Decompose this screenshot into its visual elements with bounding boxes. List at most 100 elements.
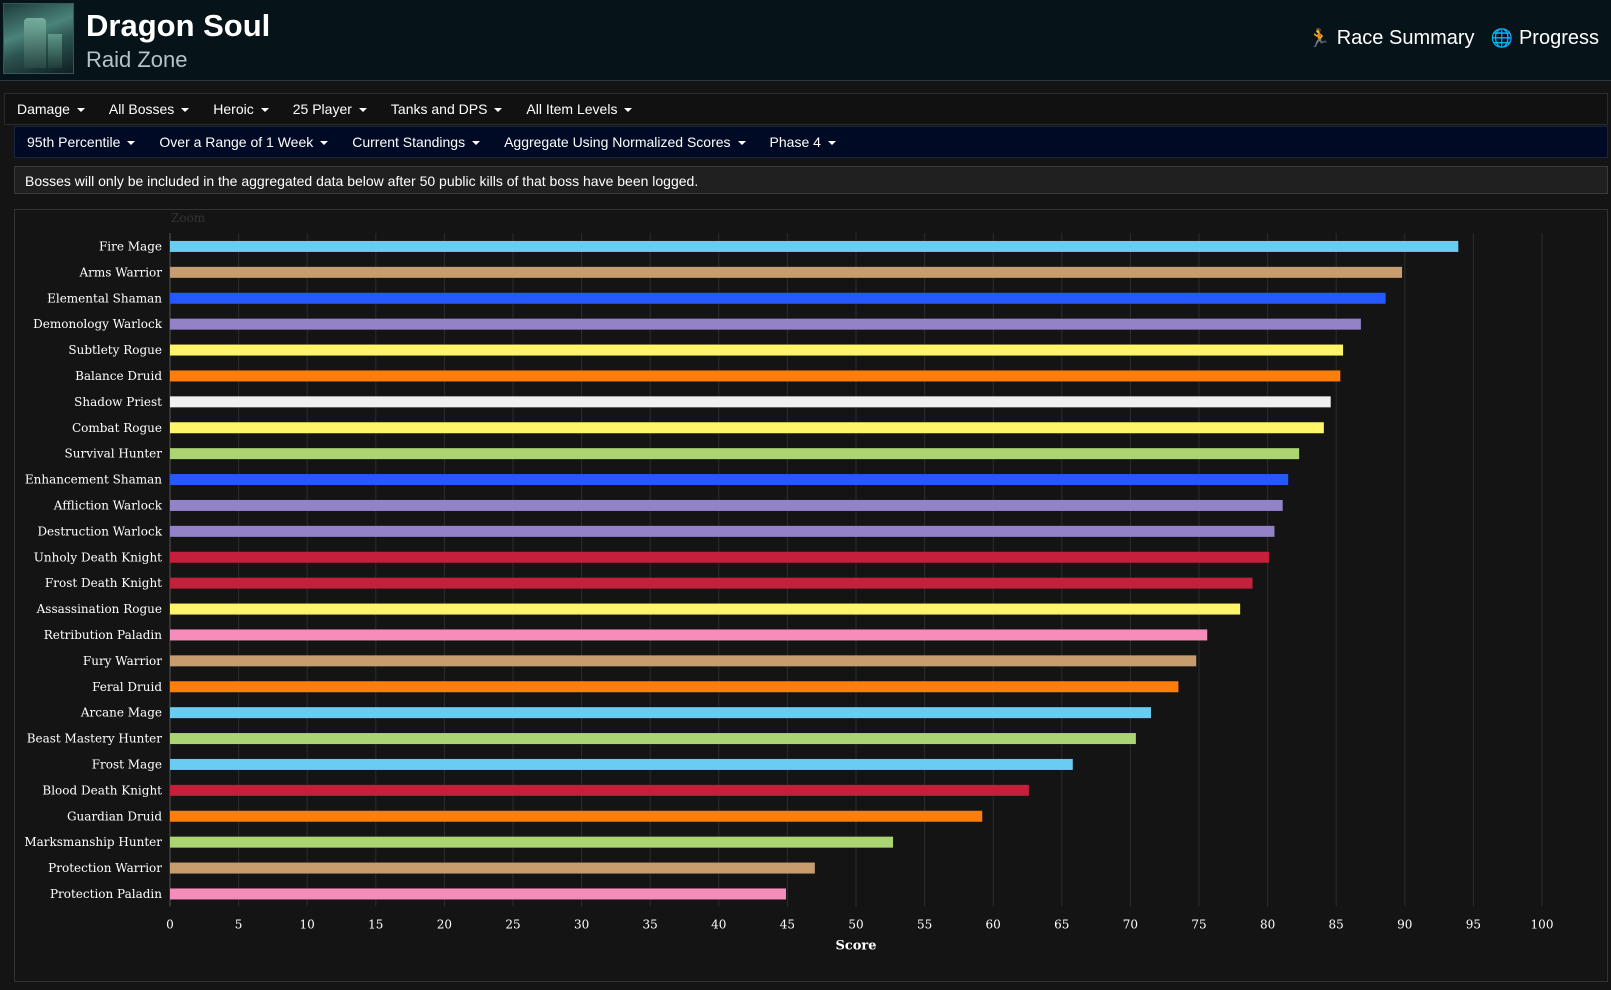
bar[interactable] xyxy=(170,577,1253,589)
category-label: Frost Death Knight xyxy=(45,576,162,590)
filter-label: Current Standings xyxy=(352,134,466,150)
bar[interactable] xyxy=(170,370,1341,382)
category-label: Elemental Shaman xyxy=(47,291,162,305)
chart-zoom-label[interactable]: Zoom xyxy=(171,211,206,225)
bar[interactable] xyxy=(170,888,787,900)
bar[interactable] xyxy=(170,240,1459,252)
category-label: Retribution Paladin xyxy=(44,628,163,642)
x-tick-label: 15 xyxy=(368,917,383,931)
race-summary-link[interactable]: 🏃 Race Summary xyxy=(1308,27,1474,50)
caret-down-icon xyxy=(472,141,481,145)
filter-size-dropdown[interactable]: 25 Player xyxy=(293,101,367,117)
filter-label: Phase 4 xyxy=(769,134,821,150)
caret-down-icon xyxy=(494,108,503,112)
filter-role-dropdown[interactable]: Tanks and DPS xyxy=(391,101,503,117)
category-label: Fury Warrior xyxy=(83,654,162,668)
filter-label: Damage xyxy=(17,101,70,117)
bar[interactable] xyxy=(170,474,1289,486)
filter-label: All Item Levels xyxy=(526,101,618,117)
bar[interactable] xyxy=(170,629,1208,641)
x-tick-label: 45 xyxy=(780,917,795,931)
x-tick-label: 75 xyxy=(1191,917,1206,931)
bar[interactable] xyxy=(170,707,1151,719)
x-tick-label: 95 xyxy=(1466,917,1481,931)
race-summary-label: Race Summary xyxy=(1336,27,1475,49)
bar[interactable] xyxy=(170,784,1029,796)
x-tick-label: 10 xyxy=(300,917,315,931)
bar[interactable] xyxy=(170,603,1241,615)
page-title: Dragon Soul xyxy=(86,8,271,43)
filter-label: Over a Range of 1 Week xyxy=(159,134,314,150)
x-tick-label: 90 xyxy=(1397,917,1412,931)
filter-phase-dropdown[interactable]: Phase 4 xyxy=(770,134,836,150)
bar[interactable] xyxy=(170,836,894,848)
filter-boss-dropdown[interactable]: All Bosses xyxy=(108,101,190,117)
x-tick-label: 70 xyxy=(1123,917,1138,931)
caret-down-icon xyxy=(737,141,746,145)
filter-label: Aggregate Using Normalized Scores xyxy=(504,134,731,150)
progress-link[interactable]: 🌐 Progress xyxy=(1491,27,1599,50)
filter-aggregate-dropdown[interactable]: Aggregate Using Normalized Scores xyxy=(504,134,746,150)
category-label: Marksmanship Hunter xyxy=(24,835,162,849)
x-tick-label: 60 xyxy=(986,917,1001,931)
page-header: Dragon Soul Raid Zone 🏃 Race Summary 🌐 P… xyxy=(0,0,1611,81)
filter-label: 95th Percentile xyxy=(27,134,121,150)
filter-difficulty-dropdown[interactable]: Heroic xyxy=(213,101,269,117)
x-tick-label: 30 xyxy=(574,917,589,931)
category-label: Combat Rogue xyxy=(72,421,162,435)
bar[interactable] xyxy=(170,551,1269,563)
bar[interactable] xyxy=(170,292,1386,304)
filter-metric-dropdown[interactable]: Damage xyxy=(17,101,85,117)
category-label: Frost Mage xyxy=(92,757,162,771)
caret-down-icon xyxy=(127,141,136,145)
x-tick-label: 25 xyxy=(505,917,520,931)
category-label: Blood Death Knight xyxy=(42,783,162,797)
filter-label: Heroic xyxy=(213,101,254,117)
caret-down-icon xyxy=(320,141,329,145)
caret-down-icon xyxy=(181,108,190,112)
bar[interactable] xyxy=(170,758,1073,770)
bar[interactable] xyxy=(170,499,1283,511)
bar[interactable] xyxy=(170,266,1403,278)
bar[interactable] xyxy=(170,810,983,822)
caret-down-icon xyxy=(260,108,269,112)
filter-range-dropdown[interactable]: Over a Range of 1 Week xyxy=(159,134,329,150)
page-subtitle: Raid Zone xyxy=(86,47,188,72)
caret-down-icon xyxy=(827,141,836,145)
x-tick-label: 35 xyxy=(643,917,658,931)
caret-down-icon xyxy=(358,108,367,112)
progress-label: Progress xyxy=(1518,27,1599,49)
bar[interactable] xyxy=(170,448,1300,460)
category-label: Arms Warrior xyxy=(79,265,163,279)
runner-icon: 🏃 xyxy=(1308,28,1331,48)
category-label: Unholy Death Knight xyxy=(34,550,162,564)
filter-percentile-dropdown[interactable]: 95th Percentile xyxy=(27,134,136,150)
filter-itemlevel-dropdown[interactable]: All Item Levels xyxy=(526,101,633,117)
filter-label: Tanks and DPS xyxy=(390,101,488,117)
zone-image xyxy=(3,3,74,74)
category-label: Shadow Priest xyxy=(74,395,162,409)
bar[interactable] xyxy=(170,396,1331,408)
x-tick-label: 65 xyxy=(1054,917,1069,931)
bar[interactable] xyxy=(170,733,1136,745)
category-label: Arcane Mage xyxy=(80,706,162,720)
x-tick-label: 50 xyxy=(848,917,863,931)
filter-standings-dropdown[interactable]: Current Standings xyxy=(352,134,481,150)
category-label: Guardian Druid xyxy=(67,809,162,823)
category-label: Fire Mage xyxy=(99,239,162,253)
filter-label: All Bosses xyxy=(108,101,175,117)
bar[interactable] xyxy=(170,344,1344,356)
caret-down-icon xyxy=(624,108,633,112)
bar[interactable] xyxy=(170,318,1361,330)
bar[interactable] xyxy=(170,655,1197,667)
bar[interactable] xyxy=(170,681,1179,693)
x-tick-label: 80 xyxy=(1260,917,1275,931)
category-label: Protection Warrior xyxy=(48,861,162,875)
header-nav: 🏃 Race Summary 🌐 Progress xyxy=(1308,27,1599,50)
category-label: Protection Paladin xyxy=(50,887,162,901)
bar[interactable] xyxy=(170,422,1324,434)
bar[interactable] xyxy=(170,862,815,874)
category-label: Assassination Rogue xyxy=(36,602,162,616)
score-bar-chart[interactable]: Zoom Fire Mage Arms Warrior Elemental Sham… xyxy=(15,210,1607,981)
bar[interactable] xyxy=(170,525,1275,537)
